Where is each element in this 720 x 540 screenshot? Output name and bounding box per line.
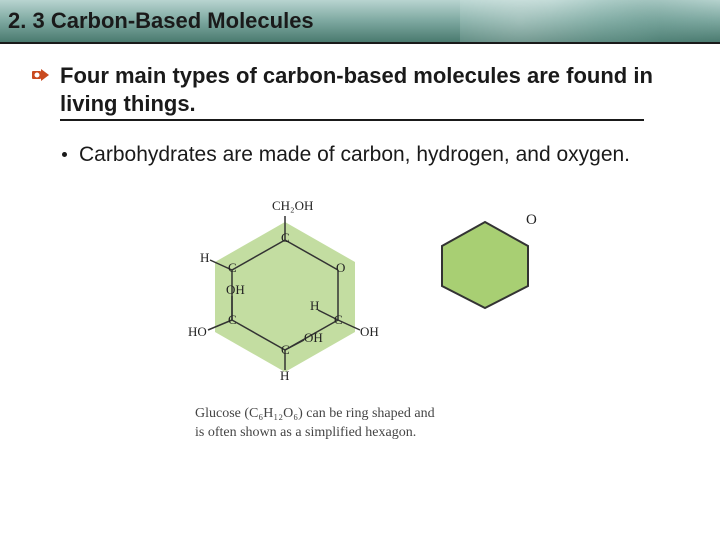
section-title: 2. 3 Carbon-Based Molecules <box>8 8 314 34</box>
simplified-hexagon-diagram: O <box>430 210 540 310</box>
label-h2: H <box>280 368 289 384</box>
label-h3: H <box>310 298 319 314</box>
label-c3: C <box>281 342 290 358</box>
label-ch2oh: CH₂OH <box>272 198 313 214</box>
label-c4: C <box>228 312 237 328</box>
heading-underline <box>60 119 644 121</box>
label-o-ring: O <box>336 260 345 276</box>
label-h1: H <box>200 250 209 266</box>
label-ho: HO <box>188 324 207 340</box>
label-oh3: OH <box>360 324 379 340</box>
diagram-area: CH₂OH C O C C C C H HO OH H OH H OH O <box>32 192 688 382</box>
caption-line2: is often shown as a simplified hexagon. <box>195 423 525 443</box>
bullet-text: Carbohydrates are made of carbon, hydrog… <box>79 141 630 168</box>
main-heading-row: Four main types of carbon-based molecule… <box>32 62 688 117</box>
label-c5: C <box>228 260 237 276</box>
label-hex-o: O <box>526 212 537 229</box>
label-c2: C <box>334 312 343 328</box>
arrow-bullet-icon <box>32 68 50 87</box>
section-title-text: Carbon-Based Molecules <box>51 8 314 33</box>
content-area: Four main types of carbon-based molecule… <box>0 44 720 443</box>
simple-hexagon-svg <box>430 210 540 310</box>
bullet-dot-icon <box>62 152 67 157</box>
label-c1: C <box>281 230 290 246</box>
glucose-structure-diagram: CH₂OH C O C C C C H HO OH H OH H OH <box>180 192 390 382</box>
slide-header: 2. 3 Carbon-Based Molecules <box>0 0 720 42</box>
caption-line1: Glucose (C₆H₁₂O₆) can be ring shaped and <box>195 404 525 424</box>
bullet-row: Carbohydrates are made of carbon, hydrog… <box>62 141 688 168</box>
label-oh1: OH <box>226 282 245 298</box>
section-number: 2. 3 <box>8 8 45 33</box>
main-heading: Four main types of carbon-based molecule… <box>60 62 688 117</box>
diagram-caption: Glucose (C₆H₁₂O₆) can be ring shaped and… <box>195 404 525 443</box>
label-oh2: OH <box>304 330 323 346</box>
header-bg-decoration <box>460 0 720 42</box>
